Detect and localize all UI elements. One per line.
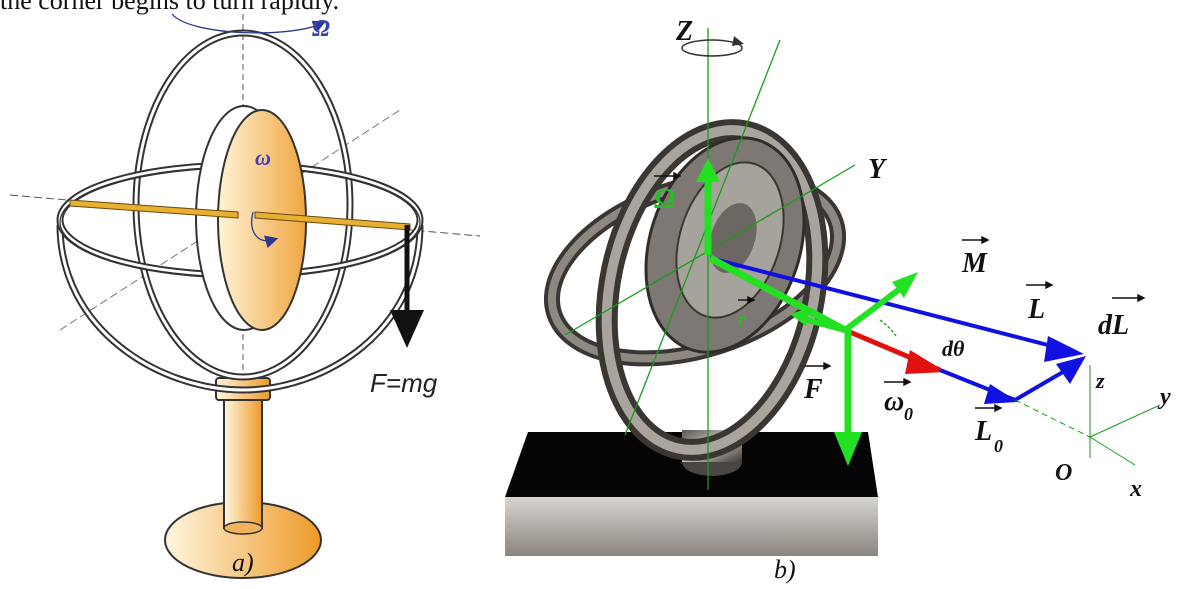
force-arm-arrow bbox=[843, 282, 907, 333]
label-y: y bbox=[1157, 384, 1171, 410]
label-F: F bbox=[803, 374, 823, 405]
label-L0: L bbox=[974, 416, 992, 447]
label-r: r bbox=[738, 309, 746, 331]
panel-a: Ω ω F=mg bbox=[9, 13, 481, 579]
axis-diagonal bbox=[624, 39, 781, 436]
spin-arrow bbox=[251, 211, 279, 249]
force-label: F=mg bbox=[370, 368, 438, 398]
weight-arrow-head bbox=[390, 310, 424, 348]
label-Omega: Ω bbox=[654, 184, 675, 215]
label-M: M bbox=[961, 248, 988, 279]
top-text: the corner begins to turn rapidly. bbox=[0, 0, 340, 15]
label-L0-sub: 0 bbox=[994, 436, 1003, 456]
radius-vector bbox=[708, 254, 847, 334]
axis-x-small bbox=[1014, 399, 1091, 438]
stand-base bbox=[164, 377, 322, 579]
omega-small-label: ω bbox=[255, 145, 271, 170]
moment-vector bbox=[709, 256, 1076, 354]
axle-rod-left bbox=[69, 199, 239, 219]
label-Z: Z bbox=[675, 16, 693, 47]
plinth-front bbox=[505, 497, 878, 556]
label-omega0-sub: 0 bbox=[904, 404, 913, 424]
dtheta-arc bbox=[879, 319, 897, 337]
label-z: z bbox=[1095, 368, 1105, 393]
vector-overbars bbox=[654, 171, 1146, 413]
caption-a: a) bbox=[232, 548, 254, 577]
label-dtheta: dθ bbox=[942, 336, 965, 361]
label-Y: Y bbox=[868, 154, 888, 185]
caption-b: b) bbox=[774, 555, 796, 584]
label-dL: dL bbox=[1098, 310, 1129, 341]
label-omega0: ω bbox=[884, 386, 904, 417]
label-x: x bbox=[1129, 476, 1142, 502]
precession-arrow bbox=[171, 13, 326, 34]
label-L: L bbox=[1027, 294, 1045, 325]
z-rotation-arrow bbox=[681, 39, 743, 57]
axis-y-small bbox=[1089, 404, 1161, 438]
label-O: O bbox=[1055, 460, 1072, 486]
axle-rod-right bbox=[254, 211, 411, 231]
omega-big-label: Ω bbox=[312, 16, 330, 42]
panel-b: Z Y Ω M L dL r F ω 0 dθ L 0 z y x O bbox=[505, 16, 1171, 556]
